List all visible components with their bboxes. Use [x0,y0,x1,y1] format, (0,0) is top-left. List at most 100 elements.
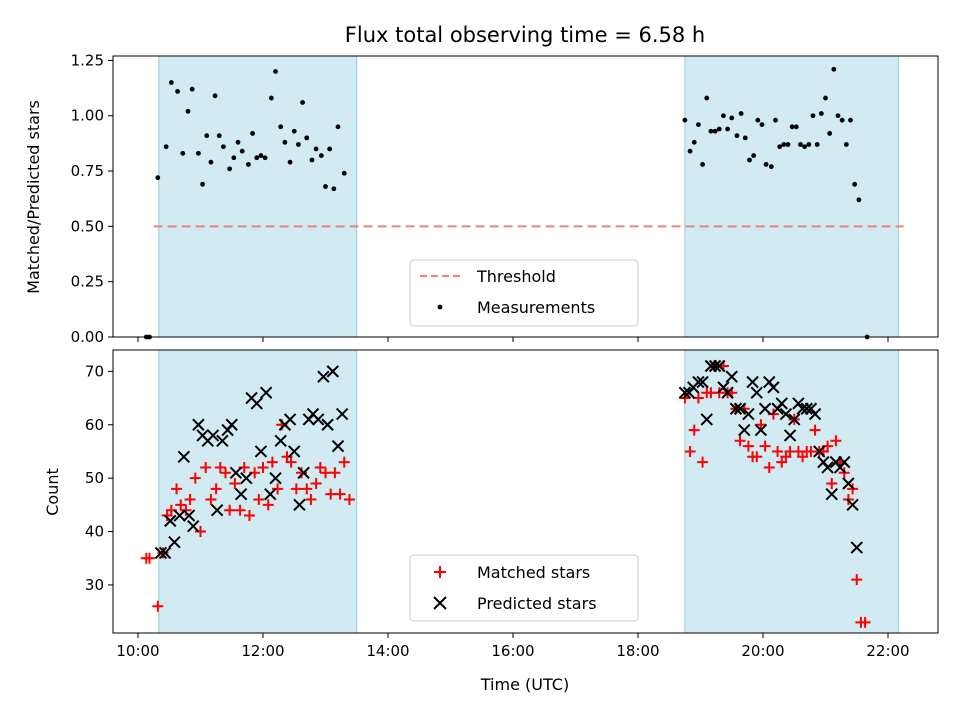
measurement-point [721,113,726,119]
matched-star-point [763,461,775,473]
measurement-point [262,155,268,161]
bottom-window-1 [684,349,899,634]
measurement-point [781,142,787,147]
matched-star-point [210,483,222,495]
bottom-y-axis-label: Count [43,468,62,516]
legend-predicted-swatch [433,596,447,610]
predicted-star-point [713,359,726,373]
matched-star-point [285,456,297,468]
measurement-point [246,162,251,167]
matched-star-point [180,504,192,516]
predicted-star-point [842,477,855,490]
measurement-point [313,146,319,152]
measurement-point [798,142,803,147]
matched-star-point [742,440,754,452]
matched-star-point [290,483,302,495]
measurement-point [341,170,347,176]
measurement-point [208,159,214,165]
measurement-point [747,157,752,163]
measurement-point [823,95,828,101]
predicted-star-point [738,423,751,437]
bottom-legend-box [409,554,639,622]
top-y-axis-label: Matched/Predicted stars [24,100,43,294]
legend-measurements-swatch [437,304,443,310]
count-points [140,359,871,628]
legend-matched-swatch [434,566,446,578]
matched-star-point [262,499,274,511]
measurement-point [175,89,180,94]
matched-star-point [234,504,246,516]
predicted-star-point [326,365,339,378]
predicted-star-point [692,375,705,389]
measurement-point [235,139,241,145]
predicted-star-point [158,546,172,560]
predicted-star-point [269,471,282,485]
measurement-point [331,186,337,192]
matched-star-point [184,494,196,506]
predicted-star-point [182,509,196,522]
bottom-xtick-label: 12:00 [241,642,284,660]
matched-star-point [320,467,331,479]
predicted-star-point [283,413,297,426]
bottom-ytick-label: 70 [85,362,104,380]
predicted-star-point [821,461,834,474]
matched-star-point [314,461,326,473]
measurement-point [802,144,808,150]
predicted-star-point [229,466,243,480]
predicted-star-point [250,397,263,410]
predicted-star-point [240,471,253,485]
measurement-point [216,133,222,139]
matched-star-point [692,392,704,404]
predicted-star-point [808,407,822,421]
measurement-point [291,128,297,134]
measurement-point [309,157,315,163]
predicted-star-point [750,386,763,399]
predicted-star-point [164,514,177,528]
predicted-star-point [312,413,325,426]
measurement-point [273,69,278,74]
predicted-star-point [259,386,273,399]
legend-predicted-label: Predicted stars [477,594,597,613]
matched-star-point [338,456,350,468]
bottom-legend: Matched stars Predicted stars [409,554,639,622]
predicted-star-point [813,445,826,458]
legend-measurements-label: Measurements [477,298,595,317]
measurement-point [287,159,293,165]
matched-star-point [305,494,317,506]
measurement-point [729,115,735,121]
matched-star-point [296,467,308,479]
matched-star-point [253,494,265,506]
measurement-point [852,181,858,187]
measurement-point [227,166,233,172]
predicted-star-point [725,370,738,383]
predicted-star-point [700,413,713,426]
predicted-star-point [788,413,801,426]
measurement-point [848,117,853,123]
measurement-point [250,131,255,136]
measurement-point [831,66,837,72]
measurement-point [839,117,845,123]
ratio-panel: Flux total observing time = 6.58 h 0.000… [24,23,939,346]
bottom-xtick-label: 16:00 [491,642,534,660]
matched-star-point [859,616,871,628]
predicted-star-point [274,434,287,447]
measurement-point [810,113,816,119]
predicted-star-point [154,546,168,560]
matched-star-point [175,499,187,511]
matched-star-point [171,483,183,495]
observing-windows-bottom [158,349,899,634]
measurement-point [196,150,201,156]
legend-threshold-label: Threshold [476,267,556,286]
predicted-star-point [264,487,277,501]
predicted-star-point [254,445,268,458]
matched-star-point [759,440,771,452]
measurement-point [843,142,849,147]
measurement-point [725,126,730,132]
measurement-point [155,175,161,181]
matched-star-point [697,456,709,468]
measurement-point [763,162,769,167]
bottom-xtick-label: 18:00 [616,642,659,660]
predicted-star-point [783,429,797,442]
predicted-star-point [742,407,755,421]
predicted-star-point [767,381,780,394]
